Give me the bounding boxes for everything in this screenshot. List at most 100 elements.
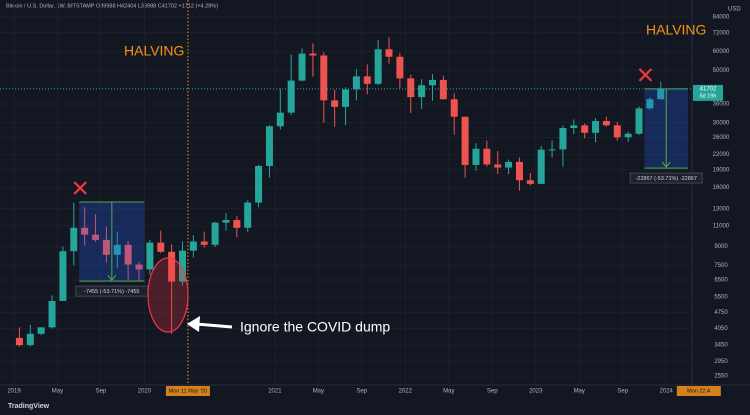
candle (298, 48, 306, 82)
candle (48, 295, 56, 329)
candle (450, 93, 458, 135)
candle (483, 140, 491, 167)
chart-title: Bitcoin / U.S. Dollar, 1W, BITSTAMP O399… (6, 3, 218, 9)
candle (494, 150, 502, 175)
candle (613, 122, 621, 141)
candle-body (309, 53, 317, 56)
measure-label: -22867 (-53.71%) -22867 (635, 176, 696, 182)
y-tick-label: 2950 (714, 359, 728, 365)
y-tick-label: 11000 (713, 223, 730, 229)
x-tick-label: 2024 (660, 389, 674, 395)
candle-body (157, 242, 165, 252)
candle (81, 207, 89, 246)
candle-body (657, 88, 665, 100)
x-tick-label: Sep (617, 389, 628, 395)
halving-date: Mon 11 May '20 (169, 388, 208, 394)
y-tick-label: 50000 (713, 68, 730, 74)
halving-date-box (165, 386, 210, 396)
candle (505, 159, 513, 175)
candle-body (592, 121, 600, 133)
candle-body (320, 55, 328, 101)
candle (135, 261, 143, 282)
candle-body (537, 149, 545, 184)
halving-text: HALVING (124, 43, 184, 59)
candle (222, 212, 230, 231)
candle-body (298, 53, 306, 81)
candle (439, 75, 447, 100)
candle-body (483, 148, 491, 165)
y-tick-label: 84000 (713, 14, 730, 20)
candle-body (287, 80, 295, 113)
y-tick-label: 13000 (713, 206, 730, 212)
candle-body (178, 250, 186, 282)
measure-arrowhead (107, 274, 117, 281)
candle (559, 125, 567, 167)
candle (233, 216, 241, 238)
candle (255, 164, 263, 208)
candle (287, 54, 295, 116)
candle-body (505, 161, 513, 168)
candle-body (331, 100, 339, 107)
candle-body (70, 227, 78, 252)
candle-body (635, 108, 643, 134)
y-tick-label: 72000 (713, 30, 730, 36)
x-tick-label: Sep (487, 389, 498, 395)
candle-body (48, 300, 56, 328)
measure-label: -7455 (-53.71%) -7455 (84, 289, 139, 295)
cross-mark (73, 181, 87, 195)
candle (102, 226, 110, 263)
candle-body (624, 133, 632, 138)
cross-mark (638, 68, 653, 82)
candle-body (526, 180, 534, 184)
candle-body (559, 128, 567, 150)
x-tick-label: May (574, 389, 585, 395)
x-tick-label: 2023 (529, 389, 543, 395)
y-tick-label: 9000 (714, 244, 728, 250)
candle (570, 119, 578, 134)
x-tick-label: 2021 (268, 389, 282, 395)
candle-body (244, 202, 252, 228)
candle (211, 221, 219, 248)
candle-body (211, 222, 219, 245)
candle-body (494, 164, 502, 168)
candle-body (102, 239, 110, 255)
x-tick-label: 2020 (138, 389, 152, 395)
candle (472, 143, 480, 171)
candle-body (200, 241, 208, 245)
y-tick-label: 36000 (713, 102, 730, 108)
candle-body (276, 112, 284, 127)
x-tick-label: May (52, 389, 63, 395)
measure-arrowhead (661, 161, 671, 168)
y-tick-label: 26000 (713, 135, 730, 141)
candle (265, 125, 273, 178)
candle (276, 88, 284, 130)
candle (461, 116, 469, 178)
y-tick-label: 60000 (713, 49, 730, 55)
candle (396, 53, 404, 89)
countdown: 5d 19h (700, 93, 717, 99)
x-tick-label: May (313, 389, 324, 395)
candle-body (135, 264, 143, 270)
candle (113, 231, 121, 269)
y-tick-label: 6500 (714, 278, 728, 284)
candle (428, 73, 436, 101)
annotation: Ignore the COVID dump (240, 319, 390, 335)
candle-body (396, 56, 404, 79)
overlay: -7455 (-53.71%) -7455 -22867 (-53.71%) -2… (0, 0, 706, 385)
candle (189, 235, 197, 258)
x-tick-label: Sep (356, 389, 367, 395)
y-tick-label: 22000 (713, 152, 730, 158)
halving-date: Mon 22 A (687, 388, 711, 394)
measure-label-box (629, 172, 703, 184)
candle-body (81, 227, 89, 235)
x-tick-label: May (443, 389, 454, 395)
candle-body (613, 125, 621, 138)
candle (407, 74, 415, 113)
candle (157, 230, 165, 253)
candle (602, 116, 610, 127)
candle (320, 52, 328, 123)
grid (0, 0, 692, 385)
candle-body (37, 327, 45, 334)
footer-logo: TradingView (8, 403, 50, 410)
candle (548, 140, 556, 158)
